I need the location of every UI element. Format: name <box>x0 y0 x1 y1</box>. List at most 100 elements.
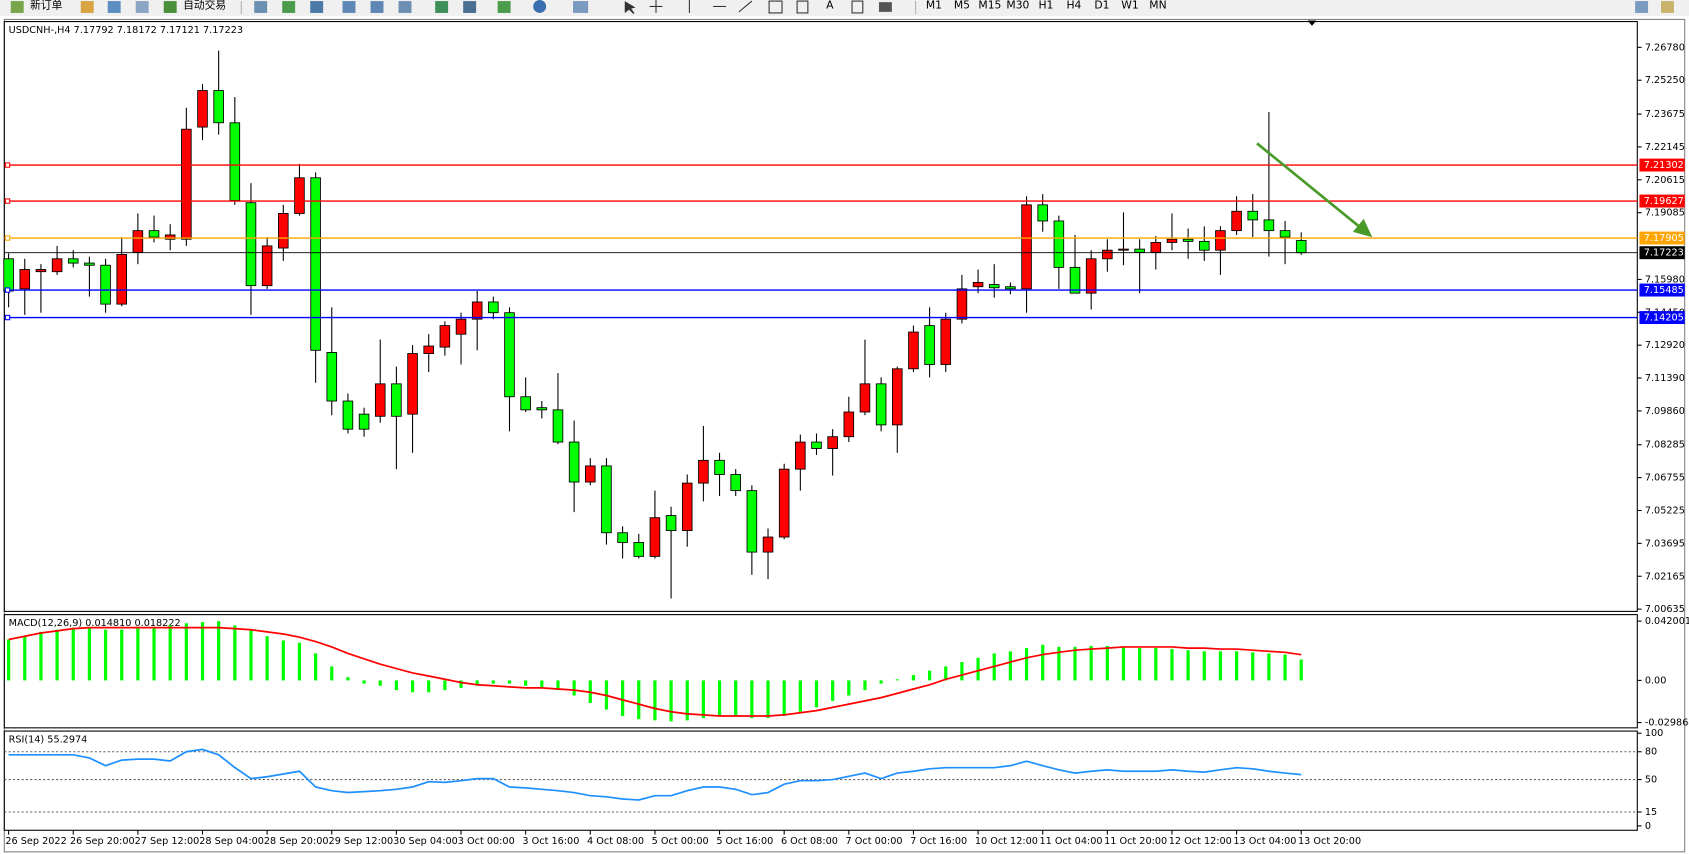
candle-body <box>536 407 548 411</box>
y-tick-label: 100 <box>1645 728 1663 739</box>
arrows-tool[interactable] <box>878 2 892 12</box>
x-tick-label: 12 Oct 12:00 <box>1169 836 1232 847</box>
x-tick-label: 13 Oct 04:00 <box>1233 836 1296 847</box>
y-tick-label: -0.029864 <box>1645 718 1689 729</box>
arrow-shaft <box>1256 142 1362 229</box>
macd-bar <box>1089 645 1093 681</box>
x-tick-label: 7 Oct 00:00 <box>846 836 903 847</box>
toolbar-icon[interactable] <box>254 1 268 13</box>
macd-bar <box>1218 651 1223 681</box>
candle-body <box>601 465 612 534</box>
candle-body <box>245 202 257 287</box>
x-tick-label: 5 Oct 16:00 <box>716 836 773 847</box>
candle-body <box>374 383 386 417</box>
timeframe-button[interactable]: M30 <box>1006 0 1029 11</box>
timeframe-button[interactable]: D1 <box>1094 0 1109 11</box>
timeframe-button[interactable]: M15 <box>978 0 1001 11</box>
candle-body <box>1069 266 1081 294</box>
macd-bar <box>1073 646 1077 681</box>
auto-trade-button[interactable]: 自动交易 <box>183 0 226 11</box>
x-tick-label: 13 Oct 20:00 <box>1298 836 1361 847</box>
tile-windows[interactable] <box>398 1 412 13</box>
account-icon[interactable] <box>1660 1 1674 13</box>
toolbar-icon[interactable] <box>80 1 94 13</box>
candle-body <box>1005 286 1016 290</box>
toolbar-icon[interactable] <box>435 1 449 13</box>
macd-bar <box>944 666 948 681</box>
macd-bar <box>427 680 431 693</box>
y-tick-label: 7.11390 <box>1645 373 1685 384</box>
toolbar-icon[interactable] <box>310 1 324 13</box>
timeframe-button[interactable]: M5 <box>954 0 970 11</box>
candle-body <box>1231 210 1242 232</box>
x-tick-label: 30 Sep 04:00 <box>393 836 458 847</box>
candle-body <box>407 353 418 415</box>
candle-body <box>504 312 515 398</box>
candle-body <box>924 325 935 365</box>
x-tick-label: 4 Oct 08:00 <box>587 836 644 847</box>
macd-bar <box>782 680 786 716</box>
toolbar-icon[interactable] <box>463 1 477 13</box>
macd-bar <box>1267 653 1271 681</box>
panel-title: MACD(12,26,9) 0.014810 0.018222 <box>9 618 181 629</box>
candle-body <box>310 177 321 351</box>
macd-bar <box>1057 646 1061 681</box>
channel-tool[interactable] <box>768 0 783 14</box>
new-order-button[interactable]: 新订单 <box>30 0 63 11</box>
macd-bar <box>330 666 334 681</box>
panel-title: RSI(14) 55.2974 <box>9 735 88 746</box>
y-tick-label: 7.19085 <box>1645 208 1685 219</box>
macd-bar <box>863 680 867 691</box>
toolbar-icon[interactable] <box>282 1 296 13</box>
macd-bar <box>1299 659 1303 681</box>
cursor-tool[interactable] <box>624 1 636 15</box>
level-marker <box>4 287 11 293</box>
label-tool[interactable] <box>851 0 864 14</box>
trendline-tool[interactable] <box>738 0 753 13</box>
macd-bar <box>233 625 237 681</box>
y-tick-label: 50 <box>1645 775 1657 786</box>
timeframe-button[interactable]: MN <box>1149 0 1166 11</box>
periods[interactable] <box>533 0 547 13</box>
timeframe-button[interactable]: M1 <box>926 0 942 11</box>
zoom-in[interactable] <box>342 1 356 13</box>
level-label-bg <box>1639 311 1685 325</box>
toolbar-icon[interactable] <box>107 1 121 13</box>
candle-body <box>1182 238 1194 242</box>
macd-bar <box>798 680 802 712</box>
candle-body <box>67 258 79 264</box>
macd-bar <box>637 680 641 720</box>
indicators[interactable] <box>497 1 511 13</box>
candle-body <box>859 383 871 413</box>
templates[interactable] <box>573 1 589 13</box>
y-tick-label: 7.22145 <box>1645 142 1685 153</box>
y-tick-label: 7.15980 <box>1645 274 1685 285</box>
x-tick-label: 28 Sep 04:00 <box>199 836 264 847</box>
candle-body <box>197 90 208 128</box>
timeframe-button[interactable]: W1 <box>1121 0 1138 11</box>
plot-layer: USDCNH-,H4 7.17792 7.18172 7.17121 7.172… <box>3 25 1689 847</box>
candle-body <box>1085 258 1097 294</box>
macd-bar <box>685 680 689 721</box>
search-icon[interactable] <box>1635 1 1649 13</box>
macd-bar <box>620 680 625 716</box>
zoom-out[interactable] <box>370 1 384 13</box>
macd-bar <box>217 621 221 681</box>
macd-bar <box>524 680 528 686</box>
macd-bar <box>410 680 415 693</box>
price-panel <box>3 21 1638 612</box>
toolbar-bg <box>0 0 1689 17</box>
candle-body <box>116 254 127 305</box>
candle-body <box>326 352 338 402</box>
y-tick-label: 7.05225 <box>1645 506 1685 517</box>
candle-body <box>1198 240 1210 251</box>
x-tick-label: 10 Oct 12:00 <box>975 836 1038 847</box>
timeframe-button[interactable]: H1 <box>1038 0 1053 11</box>
fibo-tool[interactable] <box>796 0 809 14</box>
timeframe-button[interactable]: H4 <box>1066 0 1081 11</box>
macd-bar <box>55 629 59 681</box>
text-tool[interactable]: A <box>826 0 834 11</box>
candle-body <box>956 288 968 320</box>
candle-body <box>51 258 63 273</box>
toolbar-icon[interactable] <box>135 1 149 13</box>
